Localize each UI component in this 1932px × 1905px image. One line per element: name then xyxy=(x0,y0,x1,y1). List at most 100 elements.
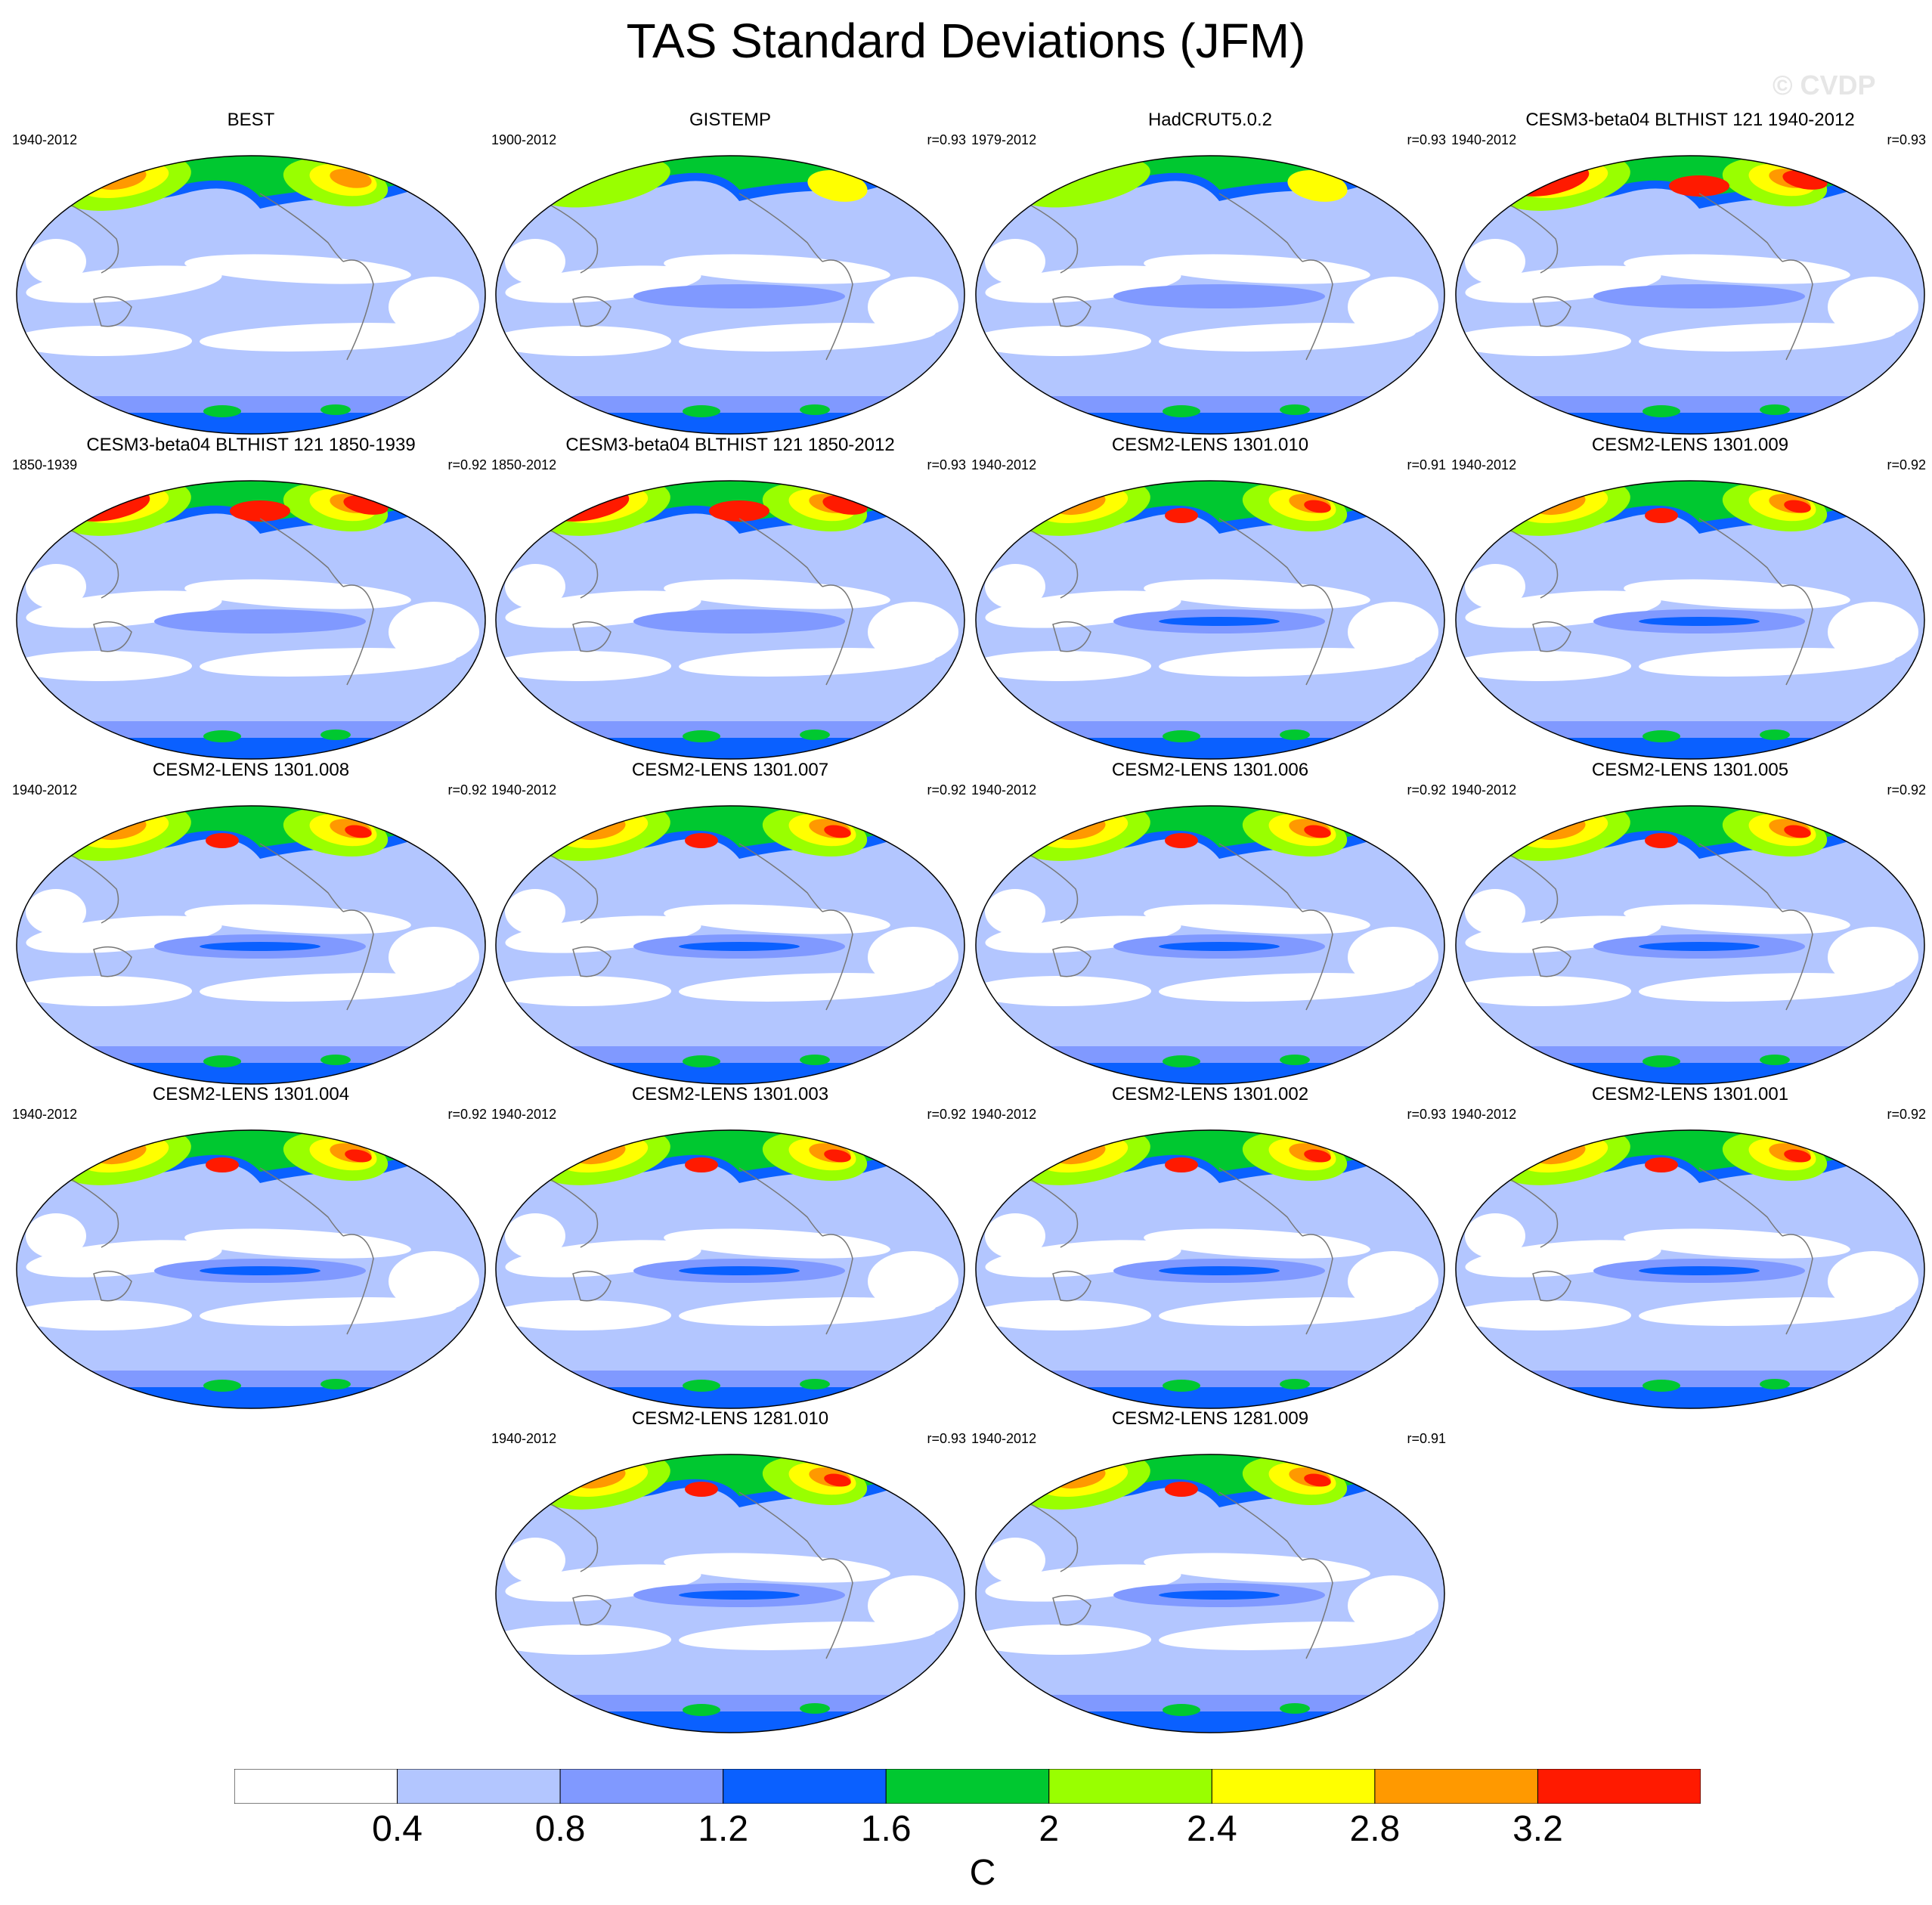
panel-pattern-correlation: r=0.93 xyxy=(1887,132,1926,147)
panel-period: 1940-2012 xyxy=(491,782,557,798)
map-panel: CESM2-LENS 1301.009 1940-2012 r=0.92 xyxy=(1450,435,1930,762)
panel-title: CESM2-LENS 1301.007 xyxy=(631,760,829,780)
colorbar-units: C xyxy=(969,1853,996,1893)
colorbar-segment xyxy=(1211,1769,1376,1804)
panel-period: 1940-2012 xyxy=(491,1107,557,1122)
panel-period: 1940-2012 xyxy=(1451,782,1517,798)
panel-pattern-correlation: r=0.92 xyxy=(1887,782,1926,798)
panel-pattern-correlation: r=0.92 xyxy=(1887,457,1926,472)
map-plot xyxy=(1455,480,1925,760)
colorbar-segment xyxy=(1537,1769,1701,1804)
panel-pattern-correlation: r=0.93 xyxy=(1407,1107,1446,1122)
panel-title: CESM2-LENS 1301.008 xyxy=(152,760,350,780)
map-plot xyxy=(16,1129,486,1409)
panel-period: 1940-2012 xyxy=(971,1431,1037,1446)
panel-period: 1850-1939 xyxy=(12,457,78,472)
panel-period: 1979-2012 xyxy=(971,132,1037,147)
map-panel: CESM3-beta04 BLTHIST 121 1850-1939 1850-1… xyxy=(11,435,491,762)
map-plot xyxy=(16,805,486,1085)
panel-title: CESM2-LENS 1301.009 xyxy=(1591,435,1789,455)
panel-period: 1940-2012 xyxy=(12,782,78,798)
map-panel: CESM2-LENS 1301.001 1940-2012 r=0.92 xyxy=(1450,1084,1930,1411)
map-plot xyxy=(16,155,486,435)
panel-title: CESM2-LENS 1301.003 xyxy=(631,1084,829,1104)
map-panel: CESM2-LENS 1301.004 1940-2012 r=0.92 xyxy=(11,1084,491,1411)
panel-pattern-correlation: r=0.93 xyxy=(1407,132,1446,147)
panel-period: 1850-2012 xyxy=(491,457,557,472)
panel-pattern-correlation: r=0.93 xyxy=(927,1431,966,1446)
map-panel: GISTEMP 1900-2012 r=0.93 xyxy=(490,110,971,437)
panel-title: HadCRUT5.0.2 xyxy=(1147,110,1273,130)
panel-period: 1940-2012 xyxy=(971,1107,1037,1122)
panel-period: 1940-2012 xyxy=(971,782,1037,798)
map-panel: CESM2-LENS 1301.008 1940-2012 r=0.92 xyxy=(11,760,491,1087)
map-plot xyxy=(975,805,1445,1085)
map-panel: CESM2-LENS 1301.003 1940-2012 r=0.92 xyxy=(490,1084,971,1411)
panel-period: 1940-2012 xyxy=(1451,457,1517,472)
panel-period: 1940-2012 xyxy=(12,132,78,147)
panel-pattern-correlation: r=0.93 xyxy=(927,457,966,472)
panel-pattern-correlation: r=0.93 xyxy=(927,132,966,147)
colorbar-segment xyxy=(885,1769,1050,1804)
figure-title: TAS Standard Deviations (JFM) xyxy=(626,14,1306,68)
panel-pattern-correlation: r=0.92 xyxy=(1887,1107,1926,1122)
map-plot xyxy=(495,1454,965,1733)
map-panel: BEST 1940-2012 xyxy=(11,110,491,437)
map-plot xyxy=(1455,805,1925,1085)
colorbar-segment xyxy=(723,1769,887,1804)
map-panel: CESM2-LENS 1301.007 1940-2012 r=0.92 xyxy=(490,760,971,1087)
colorbar-tick-label: 1.2 xyxy=(698,1809,749,1849)
map-plot xyxy=(975,155,1445,435)
panel-pattern-correlation: r=0.92 xyxy=(1407,782,1446,798)
panel-period: 1940-2012 xyxy=(491,1431,557,1446)
map-panel: CESM3-beta04 BLTHIST 121 1940-2012 1940-2… xyxy=(1450,110,1930,437)
map-plot xyxy=(495,1129,965,1409)
panel-title: CESM2-LENS 1301.001 xyxy=(1591,1084,1789,1104)
panel-period: 1940-2012 xyxy=(971,457,1037,472)
colorbar-segment xyxy=(234,1769,398,1804)
map-plot xyxy=(495,805,965,1085)
colorbar-segment xyxy=(397,1769,561,1804)
watermark: © CVDP xyxy=(1773,70,1876,101)
panel-period: 1940-2012 xyxy=(1451,132,1517,147)
panel-title: CESM2-LENS 1301.002 xyxy=(1111,1084,1309,1104)
panel-pattern-correlation: r=0.91 xyxy=(1407,457,1446,472)
colorbar-tick-label: 0.8 xyxy=(534,1809,586,1849)
map-plot xyxy=(495,155,965,435)
map-plot xyxy=(16,480,486,760)
panel-pattern-correlation: r=0.92 xyxy=(447,782,487,798)
map-panel: CESM2-LENS 1281.010 1940-2012 r=0.93 xyxy=(490,1408,971,1736)
map-panel: CESM2-LENS 1301.010 1940-2012 r=0.91 xyxy=(970,435,1451,762)
colorbar xyxy=(234,1769,1701,1804)
colorbar-segment xyxy=(559,1769,724,1804)
panel-pattern-correlation: r=0.91 xyxy=(1407,1431,1446,1446)
map-panel: CESM3-beta04 BLTHIST 121 1850-2012 1850-2… xyxy=(490,435,971,762)
panel-pattern-correlation: r=0.92 xyxy=(447,1107,487,1122)
panel-period: 1940-2012 xyxy=(1451,1107,1517,1122)
panel-pattern-correlation: r=0.92 xyxy=(927,1107,966,1122)
colorbar-tick-label: 3.2 xyxy=(1512,1809,1563,1849)
colorbar-tick-label: 2 xyxy=(1039,1809,1060,1849)
panel-title: CESM3-beta04 BLTHIST 121 1850-1939 xyxy=(86,435,416,455)
colorbar-tick-label: 1.6 xyxy=(860,1809,912,1849)
panel-title: CESM2-LENS 1281.009 xyxy=(1111,1408,1309,1429)
map-plot xyxy=(495,480,965,760)
map-plot xyxy=(1455,155,1925,435)
panel-title: BEST xyxy=(227,110,275,130)
colorbar-tick-label: 0.4 xyxy=(372,1809,423,1849)
panel-period: 1940-2012 xyxy=(12,1107,78,1122)
panel-period: 1900-2012 xyxy=(491,132,557,147)
panel-title: CESM2-LENS 1301.005 xyxy=(1591,760,1789,780)
map-plot xyxy=(975,1454,1445,1733)
map-plot xyxy=(1455,1129,1925,1409)
map-plot xyxy=(975,1129,1445,1409)
panel-title: CESM2-LENS 1281.010 xyxy=(631,1408,829,1429)
map-panel: HadCRUT5.0.2 1979-2012 r=0.93 xyxy=(970,110,1451,437)
panel-title: CESM2-LENS 1301.006 xyxy=(1111,760,1309,780)
map-panel: CESM2-LENS 1301.002 1940-2012 r=0.93 xyxy=(970,1084,1451,1411)
panel-pattern-correlation: r=0.92 xyxy=(927,782,966,798)
panel-title: CESM2-LENS 1301.010 xyxy=(1111,435,1309,455)
panel-title: CESM3-beta04 BLTHIST 121 1940-2012 xyxy=(1525,110,1855,130)
panel-pattern-correlation: r=0.92 xyxy=(447,457,487,472)
colorbar-tick-label: 2.4 xyxy=(1186,1809,1237,1849)
